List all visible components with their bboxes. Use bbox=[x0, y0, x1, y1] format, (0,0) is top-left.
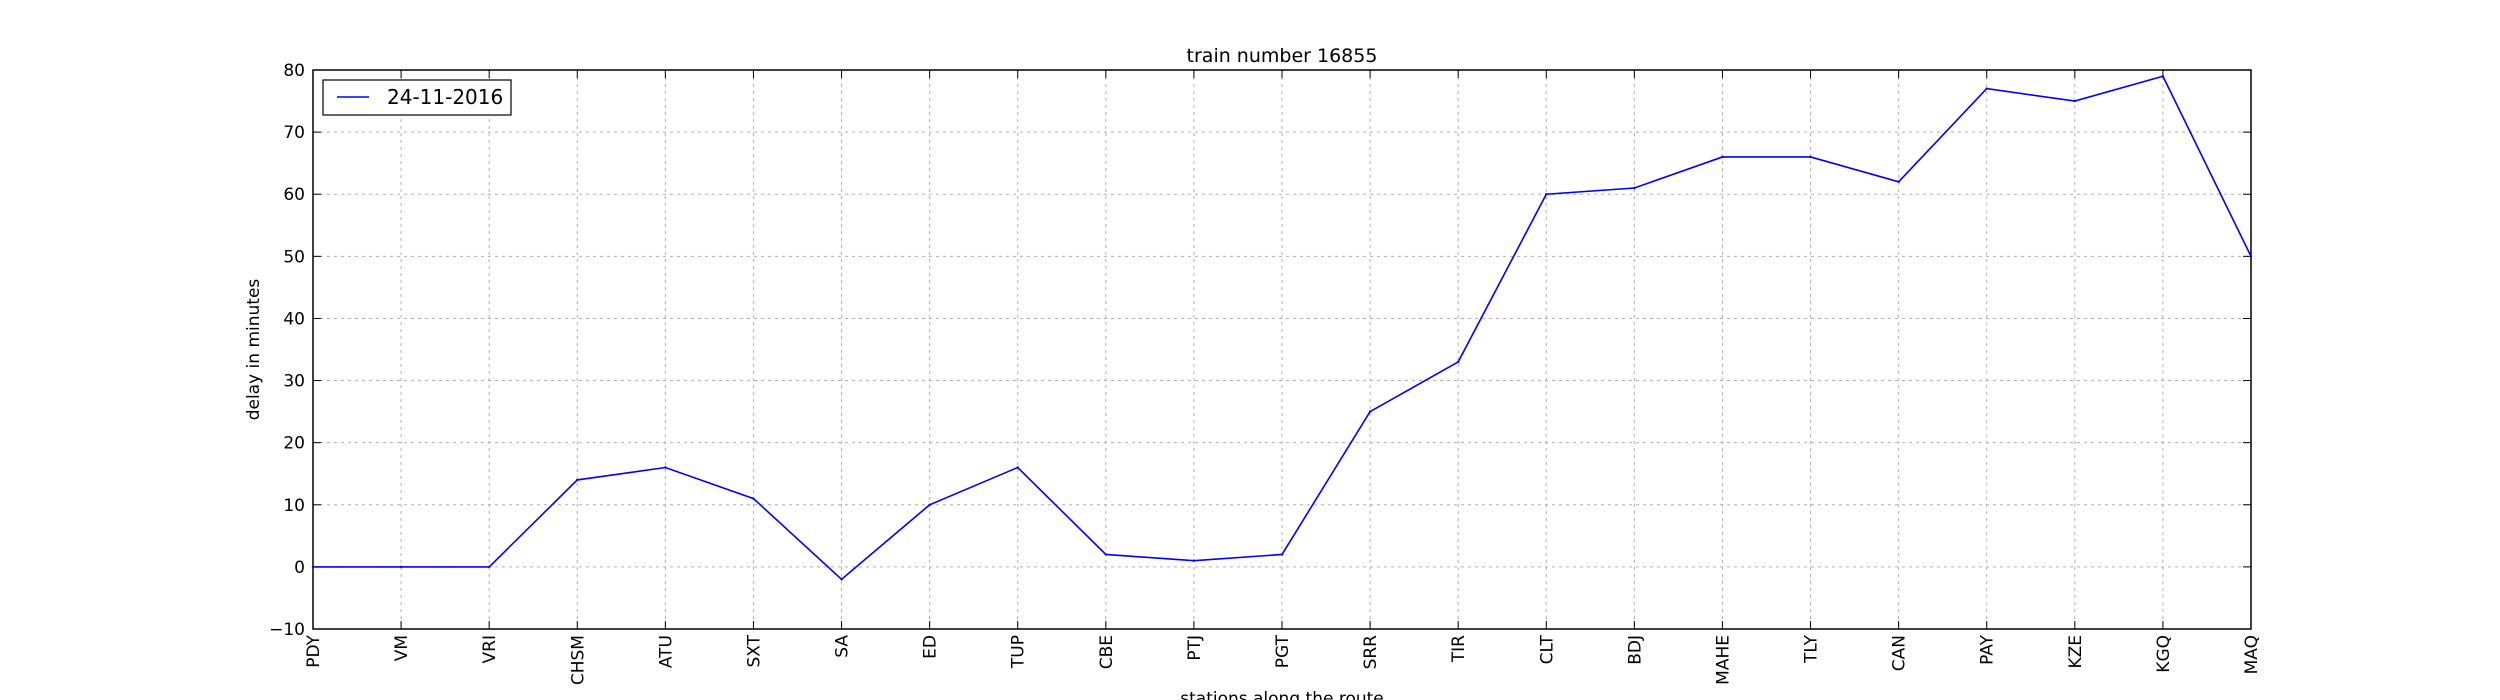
data-point bbox=[1545, 193, 1548, 196]
y-axis-label: delay in minutes bbox=[244, 279, 264, 421]
data-point bbox=[1368, 410, 1372, 413]
data-point bbox=[1016, 466, 1019, 469]
y-tick-label: 80 bbox=[283, 61, 305, 81]
data-point bbox=[1456, 360, 1460, 364]
x-tick-label: PDY bbox=[304, 634, 324, 667]
x-tick-label: CAN bbox=[1890, 635, 1910, 671]
data-point bbox=[1280, 553, 1284, 556]
x-tick-label: KZE bbox=[2066, 635, 2086, 669]
x-tick-label: VRI bbox=[480, 635, 500, 663]
x-tick-label: ATU bbox=[656, 635, 676, 668]
data-point bbox=[487, 565, 491, 569]
y-tick-label: 20 bbox=[283, 434, 305, 454]
x-tick-label: SXT bbox=[744, 634, 764, 667]
y-tick-label: 70 bbox=[283, 123, 305, 143]
data-point bbox=[1104, 553, 1108, 556]
x-tick-label: TUP bbox=[1009, 635, 1029, 669]
data-point bbox=[664, 466, 667, 469]
x-tick-label: PTJ bbox=[1185, 635, 1205, 661]
tick-labels: −10 0 10 20 30 40 50 60 70 80 PDY VM VRI CHSM ATU SXT SA… bbox=[269, 61, 2262, 685]
x-tick-label: CHSM bbox=[568, 635, 588, 685]
y-tick-label: 10 bbox=[283, 496, 305, 516]
legend-label: 24-11-2016 bbox=[387, 85, 503, 109]
y-tick-label: 50 bbox=[283, 247, 305, 267]
x-tick-label: CBE bbox=[1097, 635, 1117, 669]
data-point bbox=[399, 565, 403, 569]
data-point bbox=[928, 503, 931, 506]
y-tick-label: 40 bbox=[283, 309, 305, 329]
data-point bbox=[1809, 155, 1812, 159]
x-tick-label: PGT bbox=[1273, 634, 1293, 668]
data-point bbox=[840, 578, 843, 581]
chart-title: train number 16855 bbox=[1187, 45, 1378, 67]
x-tick-label: MAQ bbox=[2242, 635, 2262, 674]
data-point bbox=[1721, 155, 1724, 159]
x-tick-label: TIR bbox=[1449, 635, 1469, 663]
data-point bbox=[576, 478, 579, 482]
grid bbox=[312, 69, 2252, 630]
data-point bbox=[311, 565, 315, 569]
x-tick-label: PAY bbox=[1978, 634, 1998, 664]
data-point bbox=[2073, 99, 2077, 103]
legend: 24-11-2016 bbox=[322, 79, 512, 116]
data-point bbox=[752, 497, 755, 500]
y-tick-label: 60 bbox=[283, 185, 305, 205]
data-point bbox=[1897, 180, 1900, 183]
x-tick-label: VM bbox=[392, 635, 412, 661]
x-tick-label: BDJ bbox=[1625, 635, 1645, 665]
series-layer bbox=[311, 75, 2253, 581]
y-tick-label: −10 bbox=[269, 620, 305, 640]
data-point bbox=[2161, 75, 2165, 78]
axis-ticks bbox=[312, 69, 2252, 630]
x-tick-label: KGQ bbox=[2154, 635, 2174, 673]
x-tick-label: ED bbox=[921, 635, 941, 659]
y-tick-label: 0 bbox=[294, 558, 305, 578]
x-tick-label: SA bbox=[833, 635, 853, 658]
x-tick-label: TLY bbox=[1802, 634, 1822, 664]
plot-frame bbox=[312, 69, 2252, 630]
x-axis-label: stations along the route bbox=[1180, 689, 1384, 700]
x-tick-label: CLT bbox=[1537, 634, 1557, 664]
data-point bbox=[1192, 559, 1196, 562]
x-tick-label: MAHE bbox=[1713, 635, 1733, 685]
data-point bbox=[1985, 87, 1988, 90]
data-point bbox=[2249, 255, 2253, 258]
y-tick-label: 30 bbox=[283, 372, 305, 392]
x-tick-label: SRR bbox=[1361, 635, 1381, 670]
data-point bbox=[1633, 186, 1636, 190]
series-line bbox=[313, 75, 2252, 581]
